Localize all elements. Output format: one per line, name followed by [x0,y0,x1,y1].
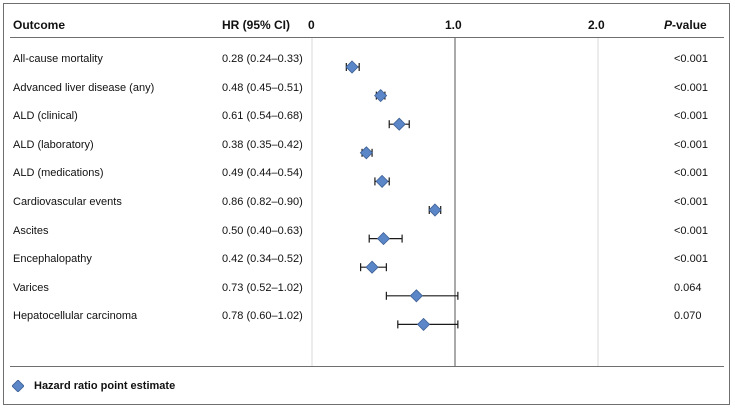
hr-ci-text: 0.42 (0.34–0.52) [222,253,303,266]
tick-label-2: 2.0 [588,18,605,32]
outcome-label: Varices [13,281,49,294]
p-value: <0.001 [674,253,708,266]
hr-point-marker [375,174,389,188]
outcome-label: ALD (clinical) [13,110,78,123]
outcome-label: Ascites [13,224,49,237]
legend: Hazard ratio point estimate [11,379,176,393]
hr-point-marker [365,260,379,274]
outcome-label: ALD (medications) [13,167,104,180]
tick-label-1: 1.0 [445,18,462,32]
p-value-header-rest: -value [672,18,707,32]
hr-ci-text: 0.28 (0.24–0.33) [222,53,303,65]
hr-point-marker [392,117,406,131]
outcome-label: Hepatocellular carcinoma [13,310,138,323]
tick-label-0: 0 [308,18,315,32]
p-value: <0.001 [674,53,708,65]
hr-ci-text: 0.73 (0.52–1.02) [222,281,303,294]
hr-ci-text: 0.48 (0.45–0.51) [222,81,303,94]
p-value: <0.001 [674,196,708,208]
p-value: 0.070 [674,310,702,323]
outcome-label: All-cause mortality [13,53,103,65]
p-value: <0.001 [674,81,708,94]
p-value: <0.001 [674,138,708,151]
p-value: <0.001 [674,110,708,123]
legend-label: Hazard ratio point estimate [34,380,176,392]
forest-plot [311,38,599,366]
p-value: <0.001 [674,167,708,180]
outcome-label: Encephalopathy [13,253,92,266]
hr-header: HR (95% CI) [222,18,291,32]
p-value: 0.064 [674,281,702,294]
hr-point-marker [374,89,388,103]
outcome-label: ALD (laboratory) [13,138,94,151]
footer-rule [10,366,724,367]
hr-point-marker [428,203,442,217]
forest-plot-figure: Outcome HR (95% CI) 0 1.0 2.0 P-value Al… [3,3,730,405]
hr-point-marker [409,289,423,303]
hr-point-marker [359,146,373,160]
header-rule [10,37,724,38]
p-value-header-italic: P [664,18,673,32]
legend-diamond-icon [11,379,25,393]
hr-ci-text: 0.86 (0.82–0.90) [222,196,303,208]
hr-ci-text: 0.49 (0.44–0.54) [222,167,303,180]
outcome-header: Outcome [13,18,66,32]
hr-ci-text: 0.78 (0.60–1.02) [222,310,303,323]
hr-point-marker [345,60,359,74]
p-value: <0.001 [674,224,708,237]
outcome-label: Cardiovascular events [13,196,122,208]
hr-ci-text: 0.50 (0.40–0.63) [222,224,303,237]
outcome-label: Advanced liver disease (any) [13,81,155,94]
p-value-header: P-value [664,18,707,32]
hr-point-marker [376,232,391,246]
hr-point-marker [416,317,431,331]
hr-ci-text: 0.38 (0.35–0.42) [222,138,303,151]
hr-ci-text: 0.61 (0.54–0.68) [222,110,303,123]
